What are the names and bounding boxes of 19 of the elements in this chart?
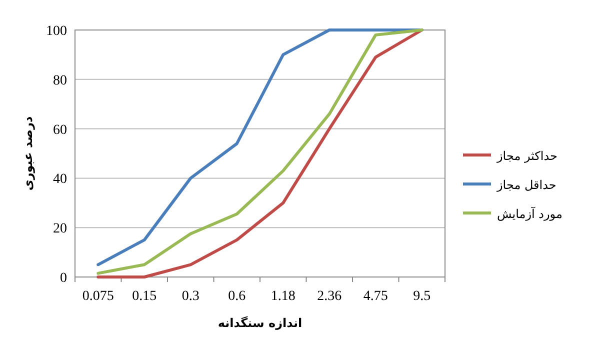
- x-tick-label: 2.36: [317, 289, 342, 304]
- y-tick-label: 100: [46, 24, 67, 39]
- x-axis-title: اندازه سنگدانه: [218, 316, 302, 330]
- x-tick-label: 0.15: [132, 289, 157, 304]
- legend-label: مورد آزمایش: [497, 206, 562, 221]
- x-tick-label: 0.3: [182, 289, 200, 304]
- x-tick-label: 1.18: [270, 289, 296, 304]
- y-tick-label: 80: [53, 73, 67, 88]
- x-tick-label: 0.075: [82, 289, 114, 304]
- y-tick-label: 40: [53, 172, 67, 188]
- x-tick-label: 0.6: [228, 289, 246, 304]
- x-tick-label: 4.75: [363, 289, 388, 304]
- legend-label: حداقل مجاز: [496, 178, 556, 192]
- y-tick-label: 60: [53, 122, 67, 138]
- x-tick-label: 9.5: [413, 289, 431, 304]
- legend-label: حداکثر مجاز: [496, 149, 558, 163]
- y-tick-label: 0: [60, 271, 67, 286]
- y-tick-label: 20: [53, 222, 67, 237]
- y-axis-title: درصد عبوری: [21, 116, 35, 191]
